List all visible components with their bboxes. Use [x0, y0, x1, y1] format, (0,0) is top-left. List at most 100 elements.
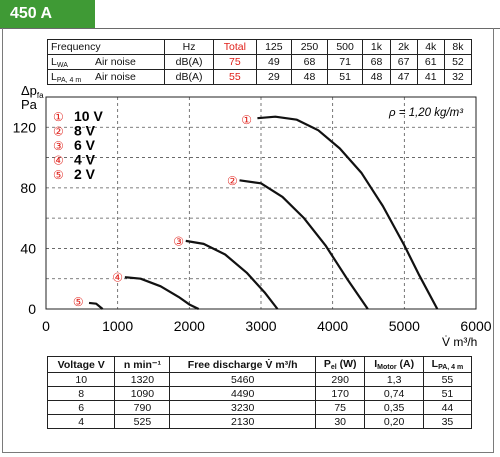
perf-cell: 35	[422, 414, 473, 429]
legend-marker: ⑤	[53, 168, 64, 182]
x-tick-label: 5000	[389, 318, 420, 334]
perf-header-voltage: Voltage V	[46, 356, 116, 373]
perf-cell: 51	[422, 386, 473, 401]
plot-frame	[45, 96, 477, 310]
legend-label: 8 V	[74, 123, 96, 139]
series-line	[257, 115, 439, 310]
y-tick-label: 120	[13, 119, 37, 135]
chart-grid	[46, 97, 476, 309]
noise-name-cell: Air noise	[92, 69, 165, 85]
perf-cell: 4	[46, 414, 116, 429]
perf-cell: 790	[114, 400, 171, 415]
series-marker: ⑤	[73, 295, 84, 309]
x-tick-label: 4000	[317, 318, 348, 334]
noise-symbol-sub: PA, 4 m	[56, 76, 82, 84]
noise-symbol-sub: WA	[56, 61, 68, 69]
chart-series: ① ② ③ ④ ⑤	[72, 113, 439, 310]
perf-cell: 75	[314, 400, 366, 415]
x-tick-label: 6000	[460, 318, 491, 334]
series-marker-bg	[226, 174, 238, 186]
perf-cell: 55	[422, 372, 473, 387]
product-title-tab: 450 A	[0, 0, 95, 28]
x-axis-label: V̇ m³/h	[442, 335, 477, 349]
noise-value-cell: 29	[255, 69, 293, 85]
perf-cell: 2130	[169, 414, 316, 429]
product-title: 450 A	[10, 5, 53, 22]
series-marker: ①	[241, 113, 252, 127]
noise-total-cell: 55	[213, 69, 257, 85]
noise-symbol: L	[51, 55, 57, 68]
perf-cell: 3230	[169, 400, 316, 415]
series-marker: ③	[173, 234, 184, 248]
perf-cell: 6	[46, 400, 116, 415]
axis-ticks: 0 1000 2000 3000 4000 5000 6000 0 40 80 120	[13, 119, 492, 334]
noise-table-header-row: Frequency Hz Total 125 250 500 1k 2k 4k …	[47, 39, 473, 55]
chart-legend: ① 10 V ② 8 V ③ 6 V ④ 4 V ⑤ 2 V	[53, 108, 103, 182]
y-axis-label: Δpfa	[21, 83, 44, 100]
x-tick-label: 2000	[174, 318, 205, 334]
legend-marker: ①	[53, 110, 64, 124]
perf-row: 6 790 3230 75 0,35 44	[46, 400, 473, 415]
perf-cell: 170	[314, 386, 366, 401]
series-line	[124, 276, 200, 310]
perf-header-power: Pel (W)	[314, 356, 366, 373]
perf-cell: 4490	[169, 386, 316, 401]
header-rule	[0, 28, 500, 29]
datasheet-frame	[2, 28, 494, 453]
noise-table-row-lpa: LPA, 4 m Air noise dB(A) 55 29 48 51 48 …	[47, 69, 473, 85]
density-annotation: ρ = 1,20 kg/m³	[388, 107, 464, 119]
series-marker-bg	[112, 271, 124, 283]
perf-cell: 290	[314, 372, 366, 387]
series-marker-bg	[72, 295, 84, 307]
series-line	[88, 301, 104, 310]
series-marker-bg	[241, 114, 253, 126]
legend-label: 6 V	[74, 137, 96, 153]
legend-label: 10 V	[74, 108, 103, 124]
perf-header-speed: n min⁻¹	[114, 356, 171, 373]
legend-label: 2 V	[74, 166, 96, 182]
y-tick-label: 40	[20, 240, 36, 256]
noise-header-cell: 250	[291, 39, 328, 55]
series-line	[239, 179, 369, 310]
y-tick-label: 80	[20, 180, 36, 196]
legend-marker: ②	[53, 125, 64, 139]
series-marker: ④	[112, 271, 123, 285]
perf-cell: 8	[46, 386, 116, 401]
legend-marker: ④	[53, 154, 64, 168]
noise-table: Frequency Hz Total 125 250 500 1k 2k 4k …	[47, 39, 473, 85]
noise-header-cell: Frequency	[47, 39, 165, 55]
perf-header-current: IMotor (A)	[364, 356, 424, 373]
noise-unit-cell: dB(A)	[163, 69, 215, 85]
perf-cell: 525	[114, 414, 171, 429]
perf-row: 10 1320 5460 290 1,3 55	[46, 372, 473, 387]
perf-cell: 5460	[169, 372, 316, 387]
series-marker-bg	[173, 235, 185, 247]
y-tick-label: 0	[28, 301, 36, 317]
perf-cell: 1320	[114, 372, 171, 387]
perf-cell: 1,3	[364, 372, 424, 387]
perf-header-row: Voltage V n min⁻¹ Free discharge V̇ m³/h…	[46, 356, 473, 373]
noise-name-cell: Air noise	[92, 54, 165, 70]
y-axis-unit: Pa	[21, 97, 38, 112]
perf-cell: 0,74	[364, 386, 424, 401]
legend-marker: ③	[53, 139, 64, 153]
perf-header-flow: Free discharge V̇ m³/h	[169, 356, 316, 373]
noise-unit-cell: dB(A)	[163, 54, 215, 70]
perf-header-sound: LPA, 4 m	[422, 356, 473, 373]
noise-symbol: L	[51, 70, 57, 83]
perf-cell: 1090	[114, 386, 171, 401]
perf-row: 8 1090 4490 170 0,74 51	[46, 386, 473, 401]
legend-label: 4 V	[74, 152, 96, 168]
perf-cell: 0,20	[364, 414, 424, 429]
noise-table-row-lwa: LWA Air noise dB(A) 75 49 68 71 68 67 61…	[47, 54, 473, 70]
perf-cell: 30	[314, 414, 366, 429]
perf-row: 4 525 2130 30 0,20 35	[46, 414, 473, 429]
x-tick-label: 3000	[245, 318, 276, 334]
perf-cell: 10	[46, 372, 116, 387]
series-line	[185, 239, 279, 310]
performance-table: Voltage V n min⁻¹ Free discharge V̇ m³/h…	[46, 356, 473, 429]
x-tick-label: 0	[42, 318, 50, 334]
perf-cell: 44	[422, 400, 473, 415]
x-tick-label: 1000	[102, 318, 133, 334]
